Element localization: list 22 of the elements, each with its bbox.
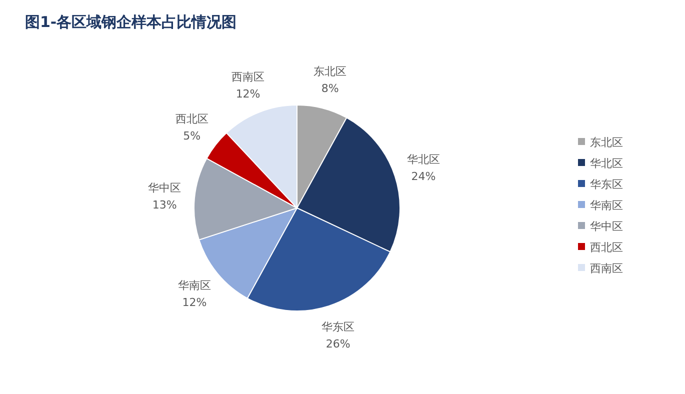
legend-label: 西北区 bbox=[590, 241, 623, 254]
data-label: 26% bbox=[326, 337, 350, 350]
slice-label: 华南区 bbox=[178, 278, 212, 292]
slice-label: 华东区 bbox=[322, 320, 355, 334]
slice-label: 西南区 bbox=[232, 70, 265, 84]
slice-label: 西北区 bbox=[175, 112, 208, 126]
slice-label: 华北区 bbox=[406, 152, 440, 166]
data-label: 8% bbox=[321, 82, 339, 96]
data-label: 5% bbox=[183, 129, 201, 142]
chart-title: 图1-各区域钢企样本占比情况图 bbox=[25, 13, 237, 31]
legend-label: 东北区 bbox=[590, 136, 623, 149]
legend-label: 华东区 bbox=[590, 178, 623, 191]
legend-label: 华南区 bbox=[590, 199, 623, 212]
slice-label: 华中区 bbox=[148, 181, 182, 194]
slice-label: 东北区 bbox=[314, 65, 347, 78]
data-label: 24% bbox=[411, 170, 436, 183]
data-label: 13% bbox=[152, 198, 177, 212]
legend-label: 华中区 bbox=[590, 220, 623, 233]
data-label: 12% bbox=[236, 87, 260, 100]
legend-label: 西南区 bbox=[590, 262, 623, 275]
legend-label: 华北区 bbox=[590, 157, 623, 170]
data-label: 12% bbox=[182, 296, 207, 309]
